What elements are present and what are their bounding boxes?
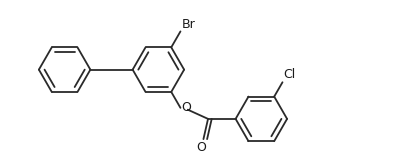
Text: Cl: Cl xyxy=(283,68,296,81)
Text: Br: Br xyxy=(181,18,195,31)
Text: O: O xyxy=(197,141,206,154)
Text: O: O xyxy=(181,101,191,114)
